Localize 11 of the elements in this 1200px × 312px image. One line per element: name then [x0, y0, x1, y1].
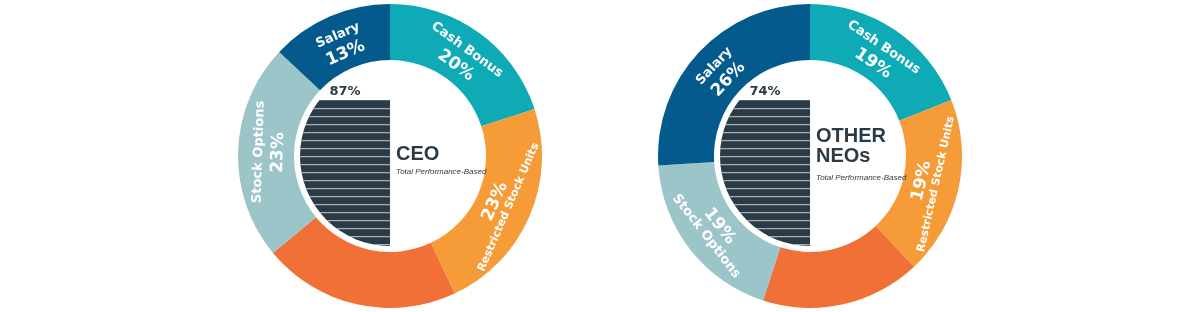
text: 87%: [329, 83, 361, 99]
donut-slice: [390, 4, 535, 127]
slice-label: Stock Options: [248, 100, 267, 204]
donut-slice: [763, 225, 915, 308]
donut-slice: [658, 4, 810, 166]
data-label: 23%: [265, 131, 288, 174]
text: CEO: [396, 142, 440, 164]
donut-slice: [238, 51, 321, 253]
text: OTHER NEOs: [816, 124, 887, 166]
text: 74%: [749, 83, 781, 99]
donut-slice: [272, 217, 455, 308]
